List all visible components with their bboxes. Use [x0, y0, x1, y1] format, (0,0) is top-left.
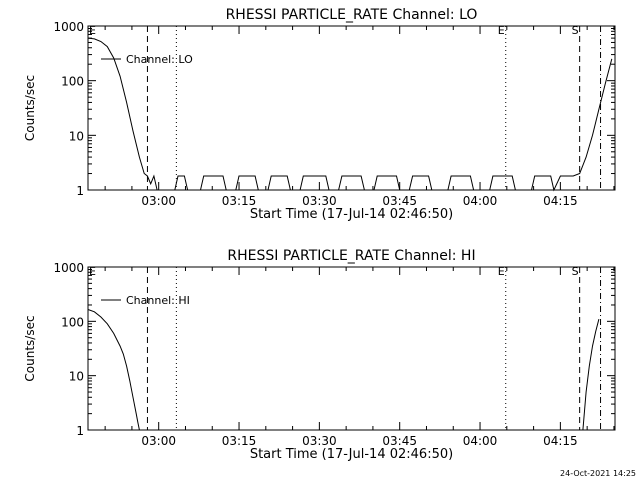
event-marker-label: E	[498, 24, 505, 37]
x-tick-label: 03:15	[222, 434, 257, 448]
footer-timestamp: 24-Oct-2021 14:25	[560, 469, 636, 478]
x-tick-label: 03:30	[302, 194, 337, 208]
chart-panel-lo: RHESSI PARTICLE_RATE Channel: LO Start Ti…	[23, 7, 616, 222]
event-marker-label: E	[89, 24, 96, 37]
x-tick-label: 04:15	[543, 194, 578, 208]
x-tick-label: 03:00	[141, 434, 176, 448]
x-tick-label: 03:45	[382, 434, 417, 448]
x-tick-label: 03:45	[382, 194, 417, 208]
chart-title: RHESSI PARTICLE_RATE Channel: HI	[227, 248, 475, 264]
series-line	[87, 309, 600, 431]
legend-entry: Channel: HI	[126, 294, 190, 307]
chart-title: RHESSI PARTICLE_RATE Channel: LO	[226, 7, 478, 23]
plot-frame	[87, 25, 616, 191]
y-tick-label: 10	[69, 370, 84, 384]
event-marker-label: E	[498, 265, 505, 278]
y-tick-label: 1	[76, 424, 84, 438]
x-tick-label: 04:15	[543, 434, 578, 448]
event-marker-label: E	[89, 265, 96, 278]
y-tick-label: 1000	[53, 261, 84, 275]
x-tick-label: 04:00	[463, 194, 498, 208]
y-axis-label: Counts/sec	[23, 315, 37, 381]
x-axis-label: Start Time (17-Jul-14 02:46:50)	[250, 207, 453, 222]
x-tick-label: 03:30	[302, 434, 337, 448]
y-tick-label: 1	[76, 184, 84, 198]
y-tick-label: 10	[69, 129, 84, 143]
series-line	[87, 37, 613, 192]
x-tick-label: 03:00	[141, 194, 176, 208]
y-tick-label: 1000	[53, 20, 84, 34]
legend-entry: Channel: LO	[126, 53, 193, 66]
x-tick-label: 03:15	[222, 194, 257, 208]
event-marker-label: S	[572, 24, 579, 37]
y-tick-label: 100	[61, 75, 84, 89]
plot-frame	[87, 266, 616, 431]
chart-panel-hi: RHESSI PARTICLE_RATE Channel: HI Start Ti…	[23, 248, 616, 462]
event-marker-label: S	[572, 265, 579, 278]
x-axis-label: Start Time (17-Jul-14 02:46:50)	[250, 447, 453, 462]
y-axis-label: Counts/sec	[23, 75, 37, 141]
y-tick-label: 100	[61, 315, 84, 329]
x-tick-label: 04:00	[463, 434, 498, 448]
